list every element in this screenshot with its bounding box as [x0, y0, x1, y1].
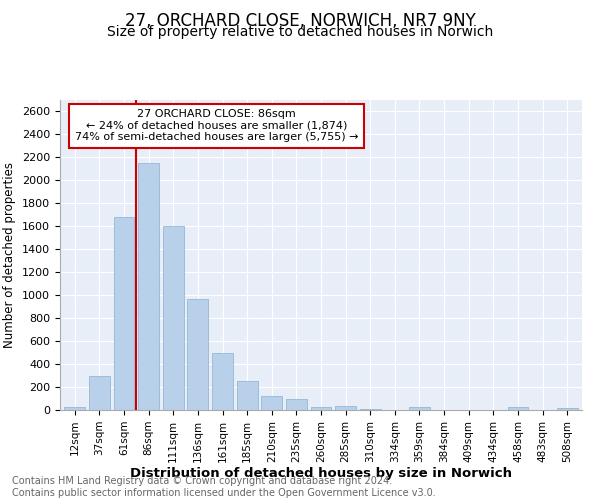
Bar — [212, 352, 233, 410]
Bar — [187, 298, 208, 410]
Bar — [236, 382, 257, 410]
Bar — [113, 217, 134, 410]
Text: Contains HM Land Registry data © Crown copyright and database right 2024.
Contai: Contains HM Land Registry data © Crown c… — [12, 476, 436, 498]
Bar — [335, 406, 356, 410]
Text: Size of property relative to detached houses in Norwich: Size of property relative to detached ho… — [107, 25, 493, 39]
Bar — [64, 407, 85, 410]
Bar — [311, 406, 331, 410]
Bar — [508, 406, 529, 410]
Bar — [89, 376, 110, 410]
Bar — [286, 399, 307, 410]
Bar — [409, 406, 430, 410]
Y-axis label: Number of detached properties: Number of detached properties — [4, 162, 16, 348]
Bar — [138, 163, 159, 410]
Bar — [163, 226, 184, 410]
Bar — [261, 396, 282, 410]
Text: 27 ORCHARD CLOSE: 86sqm
← 24% of detached houses are smaller (1,874)
74% of semi: 27 ORCHARD CLOSE: 86sqm ← 24% of detache… — [75, 110, 358, 142]
X-axis label: Distribution of detached houses by size in Norwich: Distribution of detached houses by size … — [130, 468, 512, 480]
Text: 27, ORCHARD CLOSE, NORWICH, NR7 9NY: 27, ORCHARD CLOSE, NORWICH, NR7 9NY — [125, 12, 475, 30]
Bar — [557, 408, 578, 410]
